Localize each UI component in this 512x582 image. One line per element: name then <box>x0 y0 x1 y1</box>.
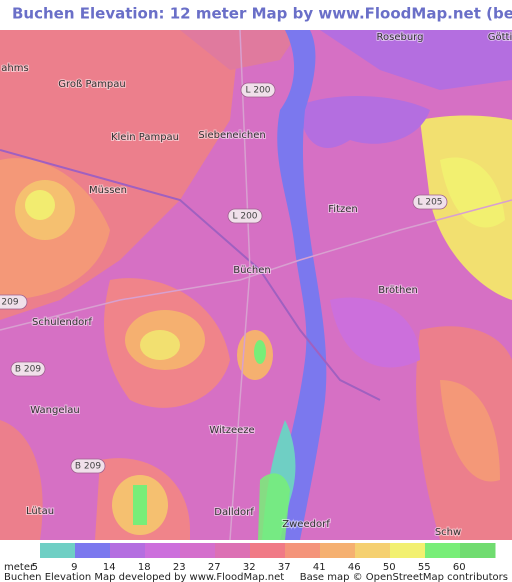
road-label: L 200 <box>232 212 257 222</box>
road-shield-box <box>412 194 448 210</box>
legend-swatch <box>460 543 496 558</box>
legend-tick-label: 5 <box>32 562 38 573</box>
legend-unit: meter <box>4 562 35 573</box>
road-label: L 200 <box>245 86 270 96</box>
place-label: Groß Pampau <box>58 79 126 90</box>
legend-tick-label: 37 <box>278 562 291 573</box>
footer-left: Buchen Elevation Map developed by www.Fl… <box>4 572 284 582</box>
place-label: ahms <box>1 63 28 74</box>
legend-swatch <box>75 543 111 558</box>
place-label: Zweedorf <box>282 519 330 530</box>
road-label: B 209 <box>15 365 41 375</box>
place-label: Roseburg <box>377 32 424 43</box>
title: Buchen Elevation: 12 meter Map by www.Fl… <box>12 5 512 23</box>
legend-swatch <box>250 543 286 558</box>
legend-tick-label: 55 <box>418 562 431 573</box>
place-label: Müssen <box>89 185 127 196</box>
legend-tick-label: 50 <box>383 562 396 573</box>
legend-swatch <box>145 543 181 558</box>
place-label: Bröthen <box>378 285 418 296</box>
legend-swatch <box>215 543 251 558</box>
place-label: Witzeeze <box>209 425 254 436</box>
legend-swatch <box>180 543 216 558</box>
legend-tick-label: 23 <box>173 562 186 573</box>
road-shield: B 209 <box>70 458 106 474</box>
legend-tick-label: 27 <box>208 562 221 573</box>
place-label: Wangelau <box>30 405 79 416</box>
road-shield-box <box>227 208 263 224</box>
legend-swatch <box>390 543 426 558</box>
place-label: Schulendorf <box>32 317 92 328</box>
legend-tick-label: 41 <box>313 562 326 573</box>
place-label: Siebeneichen <box>198 130 265 141</box>
road-shield: L 200 <box>240 82 276 98</box>
road-label: L 205 <box>417 198 442 208</box>
legend-tick-label: 9 <box>71 562 77 573</box>
legend-swatch <box>425 543 461 558</box>
road-shield: 209 <box>0 294 28 310</box>
legend-swatch <box>320 543 356 558</box>
road-shield: B 209 <box>10 361 46 377</box>
road-label: B 209 <box>75 462 101 472</box>
road-shield-box <box>10 361 46 377</box>
legend-swatch <box>110 543 146 558</box>
road-shield-box <box>240 82 276 98</box>
road-shield: L 200 <box>227 208 263 224</box>
legend-tick-label: 32 <box>243 562 256 573</box>
place-label: Klein Pampau <box>111 132 179 143</box>
road-shield-box <box>70 458 106 474</box>
legend-tick-label: 60 <box>453 562 466 573</box>
legend-swatch <box>285 543 321 558</box>
legend-tick-label: 14 <box>103 562 116 573</box>
place-label: Lütau <box>26 506 54 517</box>
road-shield-box <box>0 294 28 310</box>
legend-swatch <box>40 543 76 558</box>
place-label: Büchen <box>233 265 271 276</box>
legend-tick-label: 18 <box>138 562 151 573</box>
road-shield: L 205 <box>412 194 448 210</box>
map: Roseburg Götti ahms Groß Pampau Klein Pampau… <box>0 30 512 540</box>
place-label: Fitzen <box>328 204 357 215</box>
legend-tick-label: 46 <box>348 562 361 573</box>
place-label: Dalldorf <box>214 507 254 518</box>
road-label: 209 <box>1 298 18 308</box>
place-label: Götti <box>488 32 512 43</box>
footer-right: Base map © OpenStreetMap contributors <box>300 572 508 582</box>
place-label: Schw <box>435 527 461 538</box>
legend: meter 5 9 14 18 23 27 32 37 41 46 50 55 60 <box>4 543 496 573</box>
legend-swatch <box>355 543 391 558</box>
